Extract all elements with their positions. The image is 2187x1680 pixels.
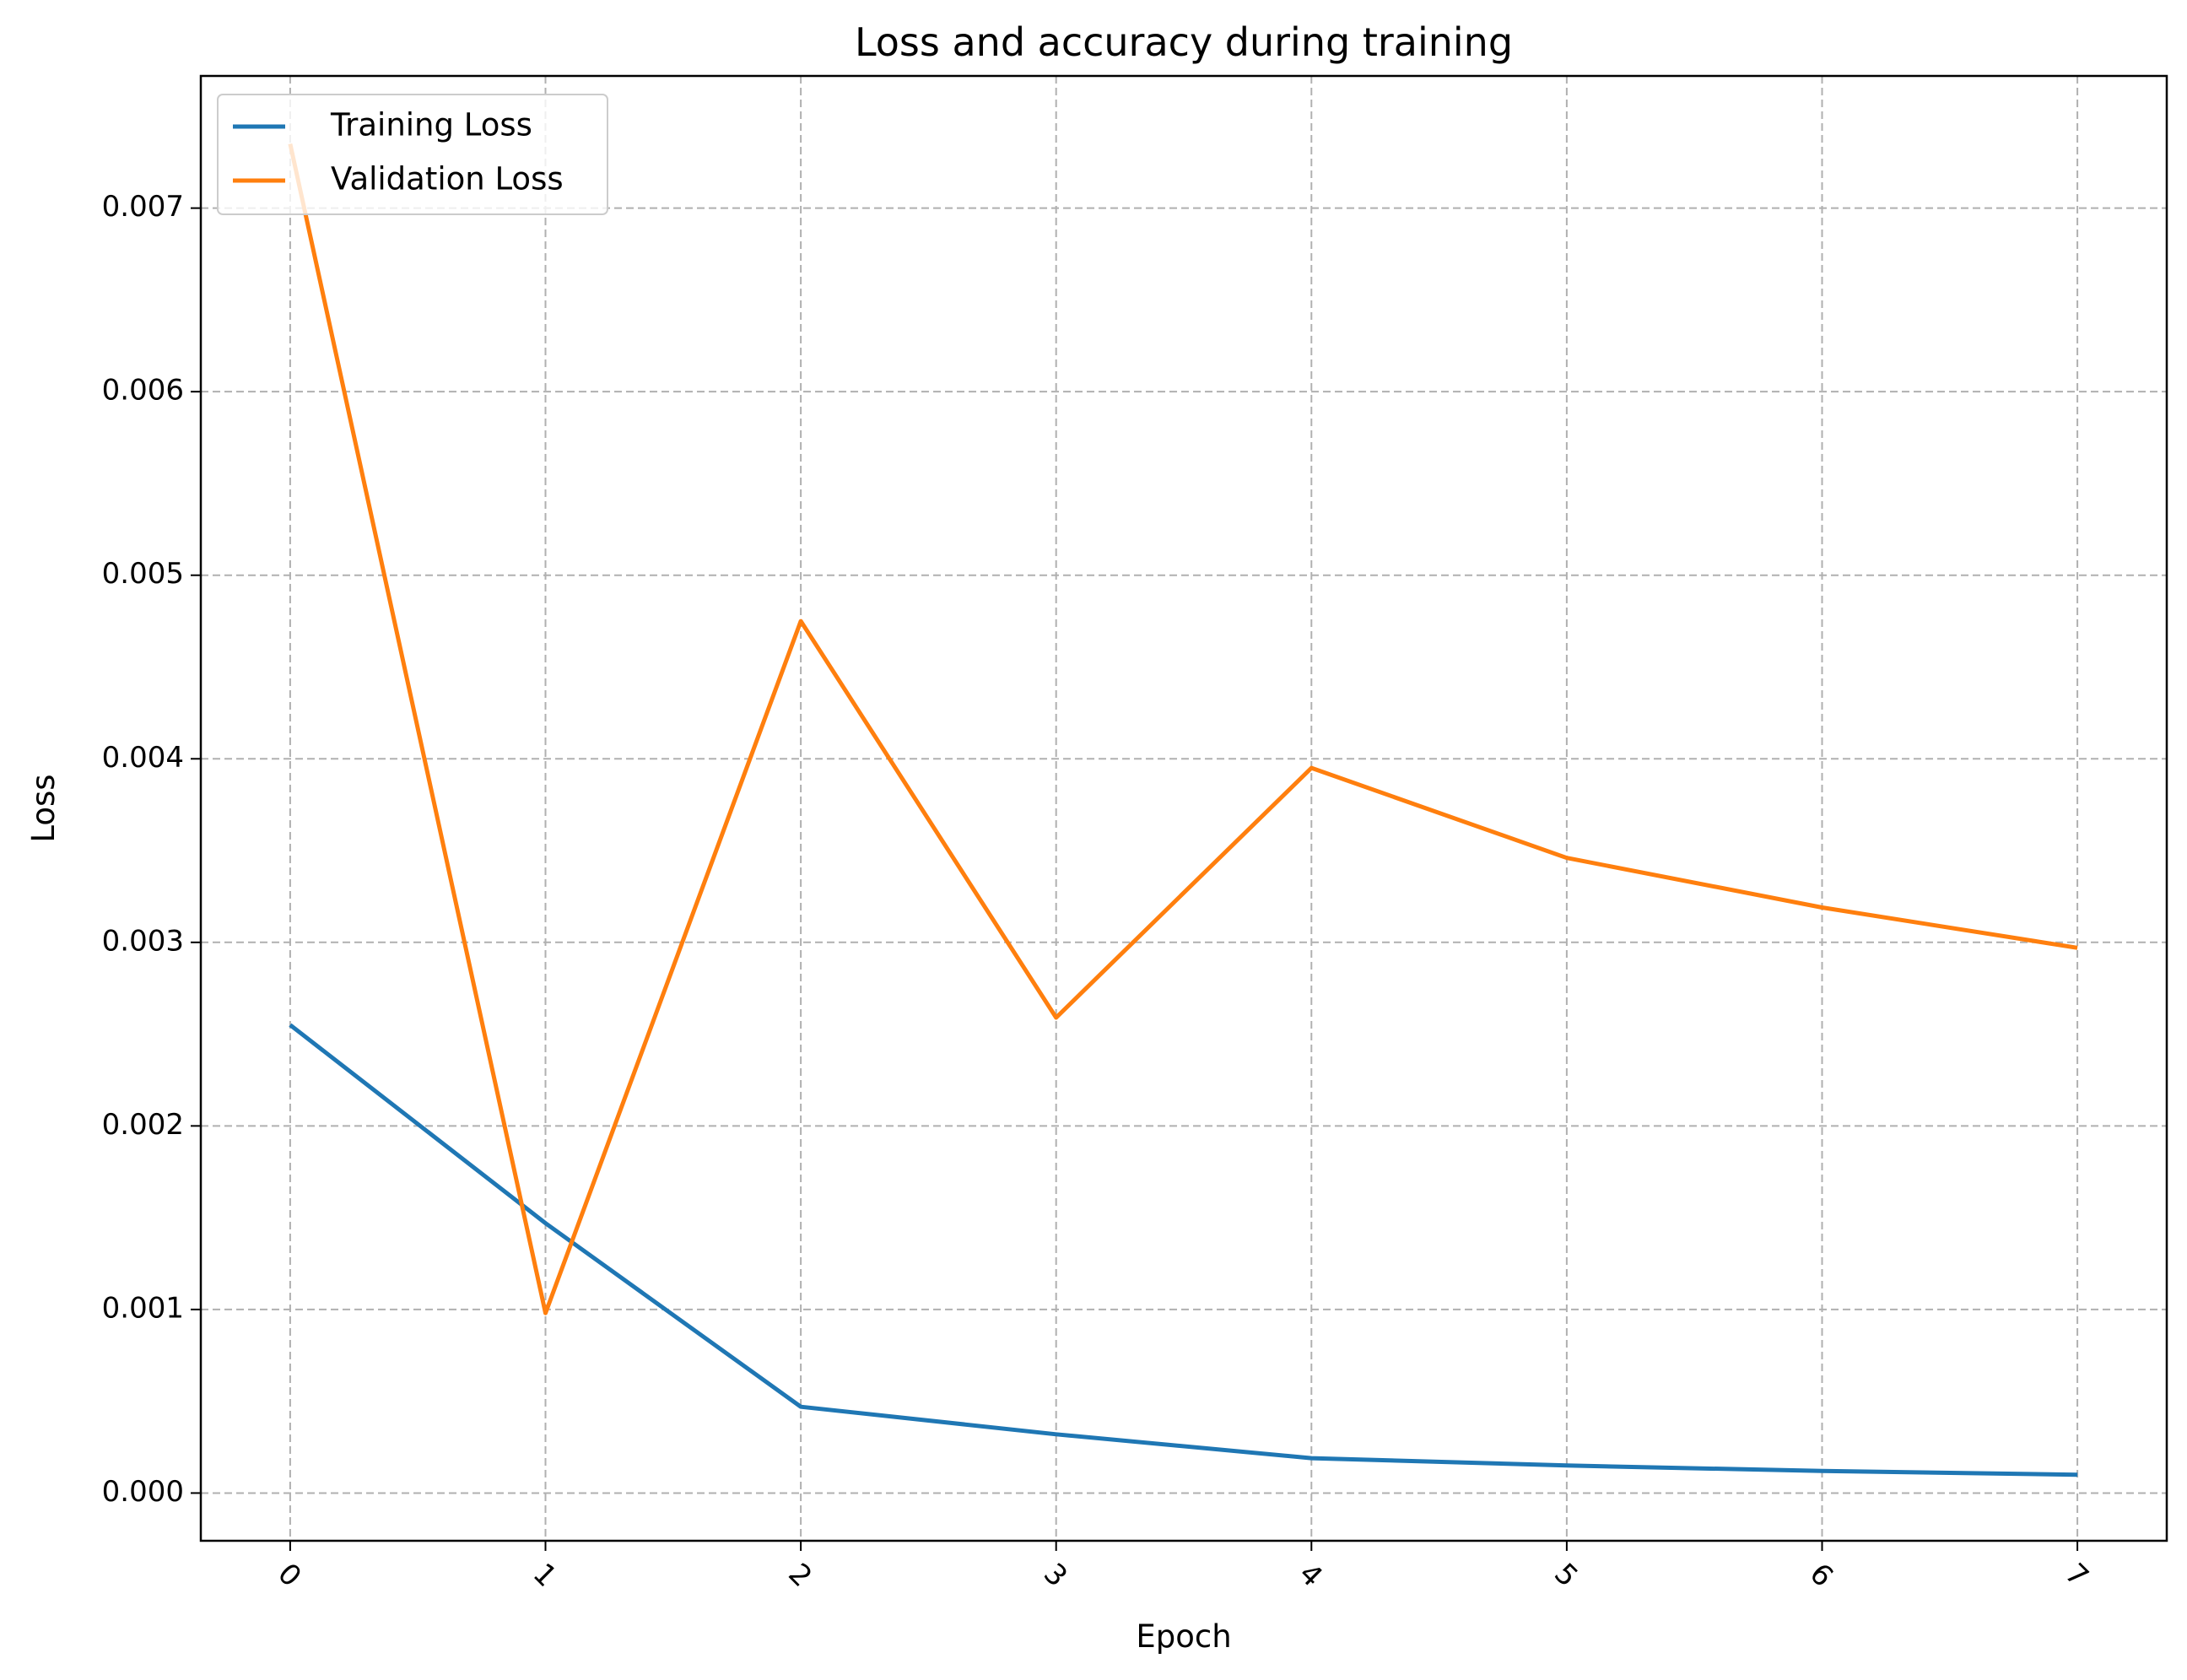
y-tick-label: 0.002 bbox=[102, 1108, 184, 1142]
series-line-training-loss bbox=[289, 1023, 2078, 1477]
y-tick-label: 0.005 bbox=[102, 557, 184, 591]
y-axis-label: Loss bbox=[25, 774, 62, 842]
x-axis-label: Epoch bbox=[1136, 1618, 1231, 1655]
plot-frame bbox=[199, 74, 2168, 1542]
y-tick-label: 0.007 bbox=[102, 190, 184, 224]
y-tick-label: 0.006 bbox=[102, 374, 184, 408]
legend-box bbox=[217, 94, 608, 215]
series-line-validation-loss bbox=[288, 143, 2078, 1315]
chart-title: Loss and accuracy during training bbox=[855, 19, 1513, 65]
y-tick-label: 0.000 bbox=[102, 1475, 184, 1509]
series-lines bbox=[288, 143, 2078, 1477]
axis-ticks: 0 1 2 3 4 5 6 70.0000.0010.0020.0030.0040.0050.… bbox=[102, 190, 2095, 1594]
y-tick-label: 0.001 bbox=[102, 1291, 184, 1325]
legend-label: Training Loss bbox=[330, 107, 532, 143]
legend-label: Validation Loss bbox=[331, 161, 564, 197]
y-tick-label: 0.003 bbox=[102, 924, 184, 958]
grid bbox=[201, 76, 2167, 1541]
y-tick-label: 0.004 bbox=[102, 741, 184, 775]
legend: Training Loss Validation Loss bbox=[217, 94, 608, 215]
